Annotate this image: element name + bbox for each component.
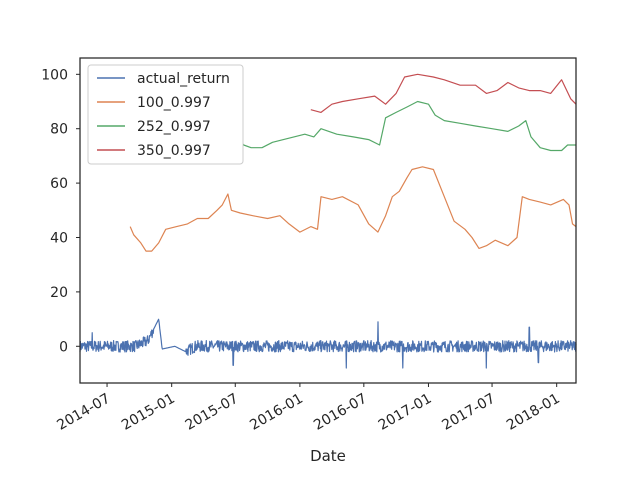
series-line-100_0.997 (129, 166, 577, 252)
x-tick-label: 2014-07 (54, 391, 113, 434)
y-axis-ticks: 0 20 40 60 80 100 (41, 67, 80, 355)
series-line-252_0.997 (237, 100, 576, 152)
legend-label: 350_0.997 (137, 143, 211, 159)
x-tick-label: 2016-01 (247, 391, 306, 434)
x-axis-label: Date (310, 447, 346, 465)
legend-label: 252_0.997 (137, 119, 211, 135)
y-tick-label: 60 (50, 176, 68, 192)
legend-box (87, 64, 244, 165)
legend-label: 100_0.997 (137, 95, 211, 111)
x-tick-label: 2015-01 (119, 391, 178, 434)
y-tick-label: 80 (50, 122, 68, 138)
x-tick-label: 2016-07 (311, 391, 370, 434)
x-tick-label: 2015-07 (183, 391, 242, 434)
y-tick-label: 20 (50, 285, 68, 301)
legend: actual_return 100_0.997 252_0.997 350_0.997 (87, 64, 244, 165)
plot-frame (79, 57, 577, 384)
x-axis-ticks: 2014-07 2015-01 2015-07 2016-01 2016-07 2017-… (54, 383, 563, 434)
y-tick-label: 100 (41, 67, 68, 83)
series-line-350_0.997 (310, 73, 577, 114)
x-tick-label: 2018-01 (504, 391, 563, 434)
x-tick-label: 2017-01 (376, 391, 435, 434)
series-line-actual_return (79, 318, 577, 369)
series-layer (79, 73, 577, 369)
x-tick-label: 2017-07 (439, 391, 498, 434)
y-tick-label: 0 (59, 339, 68, 355)
y-tick-label: 40 (50, 230, 68, 246)
legend-label: actual_return (137, 71, 230, 87)
